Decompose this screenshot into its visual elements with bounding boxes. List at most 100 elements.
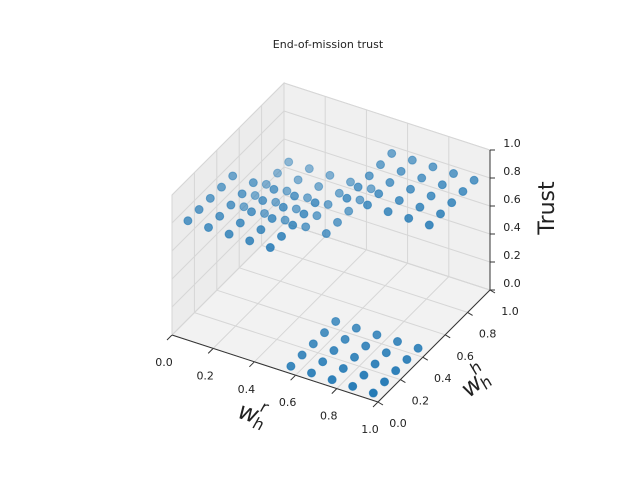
grid-line xyxy=(283,82,491,151)
grid-line xyxy=(283,166,491,235)
point xyxy=(407,155,417,165)
x-tick-label: 1.0 xyxy=(361,423,379,436)
point xyxy=(269,184,279,194)
point xyxy=(381,348,391,358)
point xyxy=(323,199,333,209)
z-tick-label: 1.0 xyxy=(503,137,521,150)
grid-line xyxy=(171,222,285,336)
point xyxy=(342,193,352,203)
grid-line xyxy=(171,138,285,252)
point xyxy=(265,243,275,253)
grid-line xyxy=(171,110,285,224)
point xyxy=(374,189,384,199)
x-tick xyxy=(290,374,296,381)
x-tick xyxy=(207,348,214,354)
point xyxy=(391,366,401,376)
y-tick-label: 0.0 xyxy=(389,417,407,430)
point xyxy=(235,218,245,228)
point xyxy=(333,217,342,227)
point xyxy=(183,216,193,226)
chart-title: End-of-mission trust xyxy=(273,38,384,51)
axis-line xyxy=(377,289,491,403)
point xyxy=(310,198,320,208)
point xyxy=(271,197,281,207)
point xyxy=(447,198,457,208)
point xyxy=(458,186,468,196)
point xyxy=(228,171,238,181)
grid-line xyxy=(283,194,491,263)
point xyxy=(366,184,376,194)
point xyxy=(424,220,434,230)
point xyxy=(204,222,213,232)
point xyxy=(260,208,269,218)
point xyxy=(355,195,365,205)
x-tick-label: 0.0 xyxy=(155,356,173,369)
point xyxy=(413,343,423,353)
point xyxy=(415,202,425,212)
point xyxy=(245,236,255,246)
point xyxy=(346,177,355,187)
z-tick-label: 0.8 xyxy=(503,165,521,178)
point xyxy=(469,175,479,185)
point xyxy=(321,229,331,239)
point xyxy=(290,191,299,201)
point xyxy=(303,193,312,203)
point xyxy=(239,202,249,212)
point xyxy=(261,179,271,189)
point xyxy=(368,388,378,398)
axis-line xyxy=(171,334,379,403)
point xyxy=(351,323,361,333)
point xyxy=(237,189,247,199)
point xyxy=(277,231,286,241)
grid-line xyxy=(283,110,491,179)
point xyxy=(267,213,277,223)
point xyxy=(364,171,374,181)
point xyxy=(258,196,268,206)
z-tick-label: 0.2 xyxy=(503,249,521,262)
axis-label: whr xyxy=(234,390,272,434)
point xyxy=(288,220,298,230)
grid-line xyxy=(283,138,491,207)
point xyxy=(359,370,369,380)
point xyxy=(372,330,382,340)
point xyxy=(344,206,354,216)
point xyxy=(396,166,406,176)
point xyxy=(293,175,303,185)
y-tick-label: 0.6 xyxy=(456,350,474,363)
point xyxy=(215,211,225,221)
grid-line xyxy=(295,262,408,376)
point xyxy=(273,168,282,178)
grid-line xyxy=(194,312,401,381)
y-tick-label: 1.0 xyxy=(501,305,519,318)
point xyxy=(325,170,335,180)
point xyxy=(312,211,322,221)
point xyxy=(224,229,234,239)
point xyxy=(449,169,458,179)
point xyxy=(394,195,404,205)
point xyxy=(340,334,350,344)
y-tick-label: 0.4 xyxy=(434,372,452,385)
point xyxy=(194,205,204,215)
point xyxy=(327,375,337,385)
y-tick-label: 0.2 xyxy=(412,395,430,408)
point xyxy=(350,352,359,362)
grid-line xyxy=(336,276,450,389)
point xyxy=(370,359,380,369)
point xyxy=(297,350,307,360)
grid-line xyxy=(212,236,326,349)
z-tick-label: 0.0 xyxy=(503,277,521,290)
point xyxy=(436,209,445,219)
point xyxy=(361,341,371,351)
label-sup: r xyxy=(258,396,271,417)
point xyxy=(278,202,288,212)
x-tick-label: 0.6 xyxy=(279,396,297,409)
axis-label: whh xyxy=(450,357,497,405)
point xyxy=(205,193,215,203)
point xyxy=(284,157,294,167)
y-tick xyxy=(400,379,406,384)
point xyxy=(353,182,363,192)
point xyxy=(318,357,328,367)
point xyxy=(406,184,415,194)
x-tick-label: 0.2 xyxy=(196,369,214,382)
